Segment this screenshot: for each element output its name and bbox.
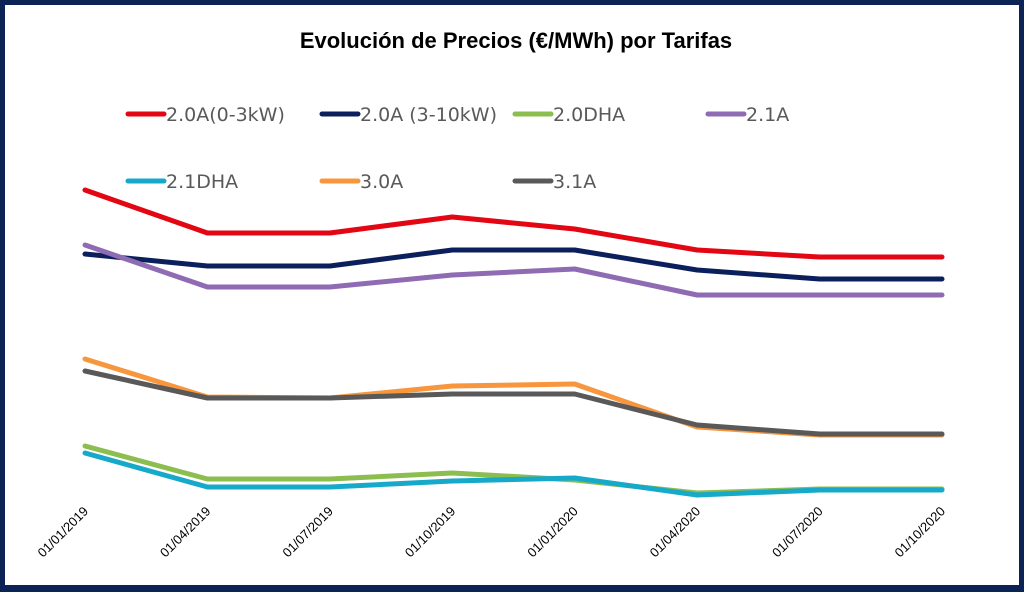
series-line-2-0a-0-3kw — [82, 187, 945, 260]
x-tick-label: 01/01/2019 — [34, 504, 91, 561]
legend-item-2-1a: 2.1A — [705, 104, 789, 126]
legend-item-3-1a: 3.1A — [512, 171, 596, 193]
legend-label: 3.1A — [553, 171, 596, 193]
series-lines — [82, 187, 945, 498]
x-axis-tick-labels: 01/01/2019 01/04/2019 01/07/2019 01/10/2019… — [34, 504, 948, 561]
x-tick-label: 01/07/2019 — [279, 504, 336, 561]
x-tick-label: 01/10/2019 — [402, 504, 459, 561]
legend-label: 2.0A (3-10kW) — [360, 104, 497, 126]
legend-label: 3.0A — [360, 171, 403, 193]
legend-label: 2.0DHA — [553, 104, 625, 126]
series-line-2-0a-3-10kw — [82, 247, 945, 282]
series-line-2-1dha — [82, 450, 945, 498]
series-line-3-1a — [82, 368, 945, 437]
legend: 2.0A(0-3kW) 2.0A (3-10kW) 2.0DHA 2.1A 2.1DHA… — [125, 104, 789, 193]
x-tick-label: 01/01/2020 — [524, 504, 581, 561]
legend-label: 2.0A(0-3kW) — [166, 104, 285, 126]
legend-item-2-1dha: 2.1DHA — [125, 171, 238, 193]
legend-item-2-0a-3-10kw: 2.0A (3-10kW) — [319, 104, 497, 126]
chart-title: Evolución de Precios (€/MWh) por Tarifas — [300, 28, 732, 53]
x-tick-label: 01/04/2019 — [157, 504, 214, 561]
legend-label: 2.1DHA — [166, 171, 238, 193]
x-tick-label: 01/04/2020 — [647, 504, 704, 561]
series-line-2-1a — [82, 242, 945, 298]
legend-item-2-0a-0-3kw: 2.0A(0-3kW) — [125, 104, 285, 126]
legend-item-2-0dha: 2.0DHA — [512, 104, 625, 126]
x-tick-label: 01/07/2020 — [769, 504, 826, 561]
legend-item-3-0a: 3.0A — [319, 171, 403, 193]
x-tick-label: 01/10/2020 — [891, 504, 948, 561]
legend-label: 2.1A — [746, 104, 789, 126]
